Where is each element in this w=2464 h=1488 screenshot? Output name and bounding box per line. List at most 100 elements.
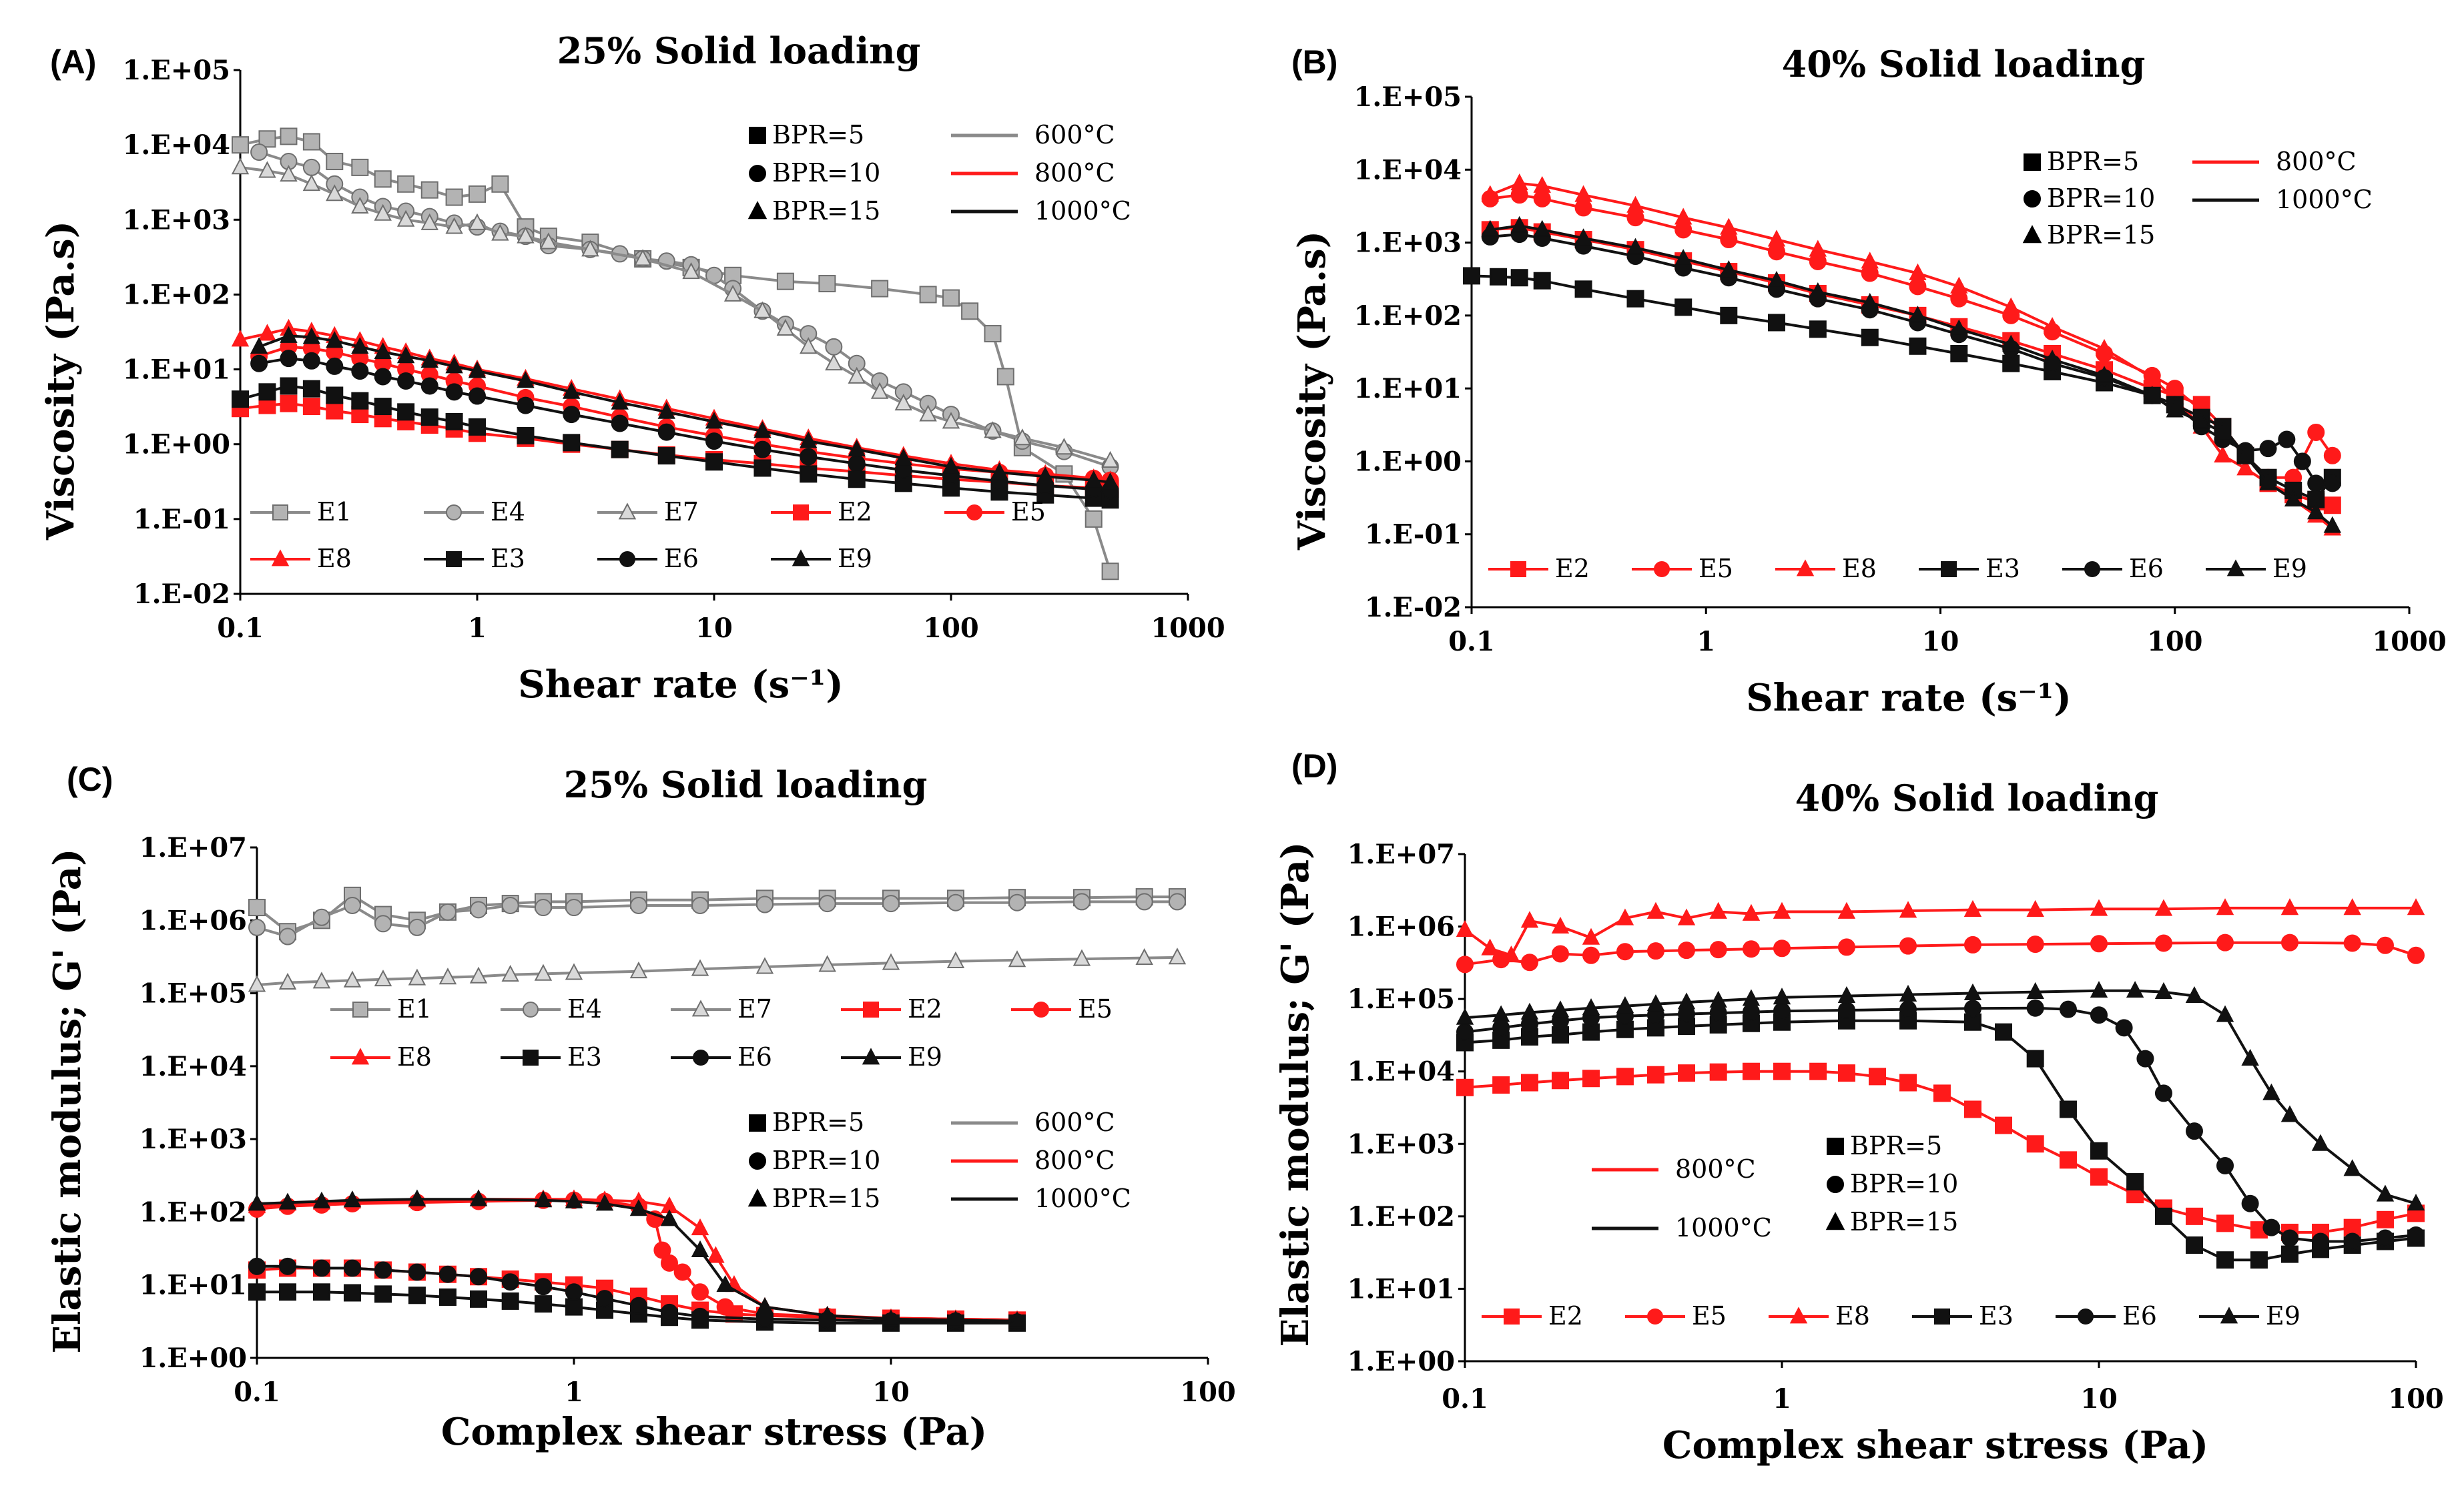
panel-d-point-e9 <box>1773 988 1791 1005</box>
panel-b-point-e9 <box>2166 400 2184 418</box>
panel-a-point-e6 <box>848 454 866 472</box>
panel-a-point-e7 <box>231 157 250 175</box>
panel-c-point-e6 <box>438 1265 456 1283</box>
panel-b-line-e2 <box>1490 226 2333 507</box>
panel-c-point-e3 <box>248 1283 266 1301</box>
panel-d-point-e2 <box>2185 1207 2203 1225</box>
panel-d-point-e2 <box>2376 1210 2394 1228</box>
panel-a-legend-marker <box>749 165 766 182</box>
panel-a-point-e1 <box>469 185 486 203</box>
panel-a-point-e9 <box>250 337 268 354</box>
panel-c-legend-series-label: E5 <box>1078 994 1113 1024</box>
panel-a-point-e4 <box>825 338 843 356</box>
panel-d-point-e5 <box>2280 934 2298 952</box>
panel-b-point-e3 <box>1626 290 1644 308</box>
panel-a-point-e3 <box>753 459 772 477</box>
panel-d-point-e9 <box>2090 981 2108 998</box>
panel-d-point-e2 <box>1933 1084 1951 1102</box>
panel-b-point-e8 <box>1533 175 1551 193</box>
panel-a-point-e6 <box>420 377 438 395</box>
panel-a-y-tick-label: 1.E+00 <box>123 429 230 460</box>
panel-a-point-e3 <box>469 418 486 436</box>
panel-b-point-e8 <box>2095 338 2114 356</box>
panel-c-point-e9 <box>343 1190 362 1208</box>
panel-a-point-e8 <box>231 330 250 347</box>
panel-b-point-e9 <box>1720 260 1738 278</box>
panel-d-point-e9 <box>1582 998 1600 1016</box>
panel-c-legend-marker <box>749 1114 766 1132</box>
panel-d-point-e8 <box>1582 927 1600 945</box>
panel-c-point-e3 <box>279 1283 297 1301</box>
panel-d-point-e8 <box>1709 901 1727 919</box>
panel-a-legend-series-label: E5 <box>1011 497 1046 526</box>
panel-a-point-e7 <box>302 174 321 192</box>
panel-a-point-e9 <box>351 337 369 354</box>
panel-a-point-e7 <box>633 249 652 266</box>
panel-d-point-e5 <box>2407 946 2425 964</box>
panel-a-series-e9 <box>250 326 1119 490</box>
panel-d-point-e2 <box>1709 1063 1727 1081</box>
panel-a-point-e3 <box>705 453 723 471</box>
panel-a-point-e6 <box>753 440 772 458</box>
panel-b-point-e9 <box>2214 422 2232 440</box>
panel-c-x-tick-label: 1 <box>565 1377 583 1408</box>
panel-a-legend-temp-label: 1000°C <box>1034 196 1131 226</box>
panel-a-x-tick-label: 0.1 <box>217 613 264 644</box>
panel-a-point-e2 <box>280 394 298 412</box>
panel-a-legend-series-label: E7 <box>664 497 699 526</box>
panel-c-legend-series-label: E1 <box>397 994 432 1024</box>
panel-a-point-e9 <box>990 462 1008 480</box>
panel-a-point-e9 <box>800 431 818 448</box>
panel-c-point-e6 <box>565 1283 583 1301</box>
panel-c-series-e7 <box>248 948 1187 992</box>
panel-b-point-e5 <box>1909 278 1927 296</box>
panel-a-y-tick-label: 1.E-01 <box>133 504 230 535</box>
panel-a-series-e7 <box>231 157 1119 468</box>
panel-c-point-e9 <box>469 1189 488 1206</box>
panel-d-point-e9 <box>1520 1002 1539 1020</box>
panel-d-y-tick-label: 1.E+05 <box>1347 984 1455 1015</box>
panel-a-point-e4 <box>250 143 268 161</box>
panel-d-point-e8 <box>1742 903 1761 921</box>
panel-d-legend-series-marker <box>1504 1309 1520 1325</box>
panel-c-point-e8 <box>707 1246 725 1263</box>
panel-c-x-label: Complex shear stress (Pa) <box>441 1410 987 1454</box>
panel-c-point-e5 <box>716 1298 734 1316</box>
panel-d-y-label: Elastic modulus; G' (Pa) <box>1273 841 1317 1347</box>
panel-d-point-e8 <box>1963 899 1982 917</box>
panel-d-point-e6 <box>1742 1003 1760 1021</box>
panel-c-y-tick-label: 1.E+05 <box>139 978 247 1010</box>
panel-d-point-e6 <box>1837 1001 1855 1019</box>
panel-a-point-e9 <box>753 421 772 438</box>
panel-d-point-e2 <box>2026 1135 2044 1153</box>
panel-a-legend-bpr-label: BPR=15 <box>772 196 880 226</box>
panel-b-point-e9 <box>2095 366 2114 383</box>
panel-a-point-e7 <box>800 337 818 354</box>
panel-a-point-e1 <box>871 280 889 298</box>
panel-c-point-e7 <box>312 972 331 989</box>
panel-d-point-e5 <box>1899 937 1917 955</box>
panel-b-point-e6 <box>2307 474 2325 492</box>
panel-c-legend-series-marker <box>352 1002 368 1018</box>
panel-a-point-e6 <box>280 350 298 368</box>
panel-c-point-e3 <box>374 1285 392 1303</box>
panel-b-point-e8 <box>1909 263 1927 280</box>
panel-c-point-e4 <box>818 895 836 913</box>
panel-a-point-e7 <box>919 404 937 422</box>
panel-a-series-e1 <box>232 127 1119 581</box>
panel-a-legend-temp-label: 800°C <box>1034 158 1115 188</box>
panel-a-y-label: Viscosity (Pa.s) <box>39 221 83 540</box>
panel-b-legend-bpr-label: BPR=5 <box>2047 147 2139 176</box>
panel-a-point-e9 <box>1036 466 1054 484</box>
panel-d-point-e9 <box>2262 1083 2280 1100</box>
panel-a-point-e3 <box>397 403 415 421</box>
panel-a-point-e7 <box>491 224 509 241</box>
panel-d-point-e3 <box>2026 1050 2044 1068</box>
panel-a-legend-bpr-label: BPR=10 <box>772 158 880 188</box>
panel-c-legend-bpr-label: BPR=15 <box>772 1184 880 1213</box>
panel-d-point-e6 <box>2059 1000 2077 1018</box>
panel-d-point-e2 <box>1995 1116 2013 1134</box>
panel-a-point-e1 <box>232 136 249 154</box>
panel-d-point-e6 <box>1963 1000 1981 1018</box>
panel-b-point-e9 <box>1574 228 1592 246</box>
